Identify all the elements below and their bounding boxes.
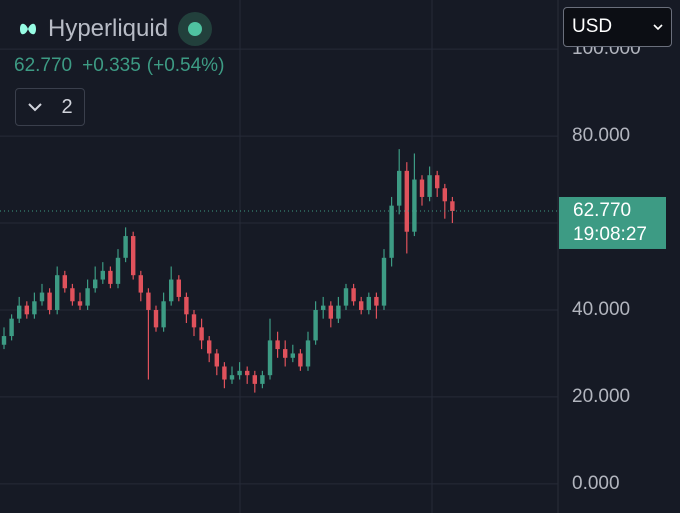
symbol-row: Hyperliquid xyxy=(18,12,213,46)
last: 62.770 xyxy=(14,55,73,76)
chevron xyxy=(28,103,43,112)
candle-body xyxy=(214,353,219,367)
quote-row: 62.770 +0.335 (+0.54%) xyxy=(14,55,224,77)
candle-body xyxy=(184,296,189,315)
candle-body xyxy=(169,279,174,302)
candle-body xyxy=(237,370,242,376)
currency: USD xyxy=(572,16,613,37)
last-price: 62.770 19:08:27 xyxy=(0,196,666,249)
candle-body xyxy=(290,353,295,358)
candle-body xyxy=(153,309,159,328)
candle-body xyxy=(260,375,265,384)
candle-body xyxy=(267,340,273,376)
indicator-count: 2 xyxy=(61,95,73,118)
candle-body xyxy=(77,301,83,306)
candle-body xyxy=(32,301,37,315)
candle-body xyxy=(24,305,29,315)
candle-body xyxy=(313,309,318,341)
candle-body xyxy=(93,279,98,289)
y-tick-label: 80.000 xyxy=(572,125,630,146)
change-pct: (+0.54%) xyxy=(146,55,225,76)
change: +0.335 xyxy=(82,55,141,76)
candle-body xyxy=(161,301,166,328)
candle-body xyxy=(328,305,333,319)
candle-body xyxy=(427,175,432,197)
candle-body xyxy=(435,175,440,189)
candle-body xyxy=(70,288,75,302)
candle-body xyxy=(176,279,181,297)
candle-body xyxy=(123,236,128,258)
logo xyxy=(20,23,36,35)
indicator-toggle[interactable]: 2 xyxy=(15,88,85,126)
candle-body xyxy=(283,349,288,358)
candle-body xyxy=(85,288,90,306)
grid xyxy=(0,48,558,485)
candle-body xyxy=(39,292,45,302)
candle-body xyxy=(146,292,151,310)
candle-body xyxy=(336,305,341,319)
candle-body xyxy=(419,179,425,197)
candle-body xyxy=(321,305,326,310)
candle-body xyxy=(229,375,235,380)
status xyxy=(178,12,213,46)
candle-body xyxy=(389,205,394,258)
candle-body xyxy=(245,370,250,376)
y-tick-label: 40.000 xyxy=(572,299,630,320)
candle-body xyxy=(381,257,387,306)
candle-body xyxy=(412,179,417,232)
last-price-label: 62.770 xyxy=(573,200,631,221)
candle-body xyxy=(366,296,371,310)
candle-body xyxy=(351,288,356,302)
candle-body xyxy=(450,201,455,211)
candle-body xyxy=(275,340,280,350)
candle-body xyxy=(374,296,379,306)
chevron xyxy=(653,24,663,31)
candle-body xyxy=(138,275,143,293)
last-price-box xyxy=(559,196,666,249)
candle-body xyxy=(222,366,227,380)
candle-body xyxy=(359,301,364,310)
candle-body xyxy=(207,340,212,354)
candle-body xyxy=(9,318,14,337)
candle-body xyxy=(404,170,409,232)
candle-body xyxy=(199,327,204,341)
candle-body xyxy=(100,270,105,280)
candle-body xyxy=(397,170,402,206)
candle-body xyxy=(252,375,257,384)
candle-body xyxy=(17,305,22,319)
y-tick-label: 20.000 xyxy=(572,386,630,407)
candle-body xyxy=(191,314,197,328)
candle-body xyxy=(1,336,7,345)
currency-select[interactable]: USD xyxy=(563,7,672,47)
candle-body xyxy=(47,292,52,310)
candle-body xyxy=(298,353,303,367)
y-tick-label: 0.000 xyxy=(572,473,620,494)
candles xyxy=(1,149,455,393)
candle-body xyxy=(442,188,447,202)
candle-body xyxy=(343,288,349,306)
candle-body xyxy=(305,340,311,367)
candle-body xyxy=(108,270,113,284)
candle-body xyxy=(131,236,136,276)
last-price-time: 19:08:27 xyxy=(573,224,647,245)
candle-body xyxy=(55,275,60,310)
candle-body xyxy=(62,275,67,289)
symbol: Hyperliquid xyxy=(48,15,169,42)
candle-body xyxy=(115,257,121,284)
